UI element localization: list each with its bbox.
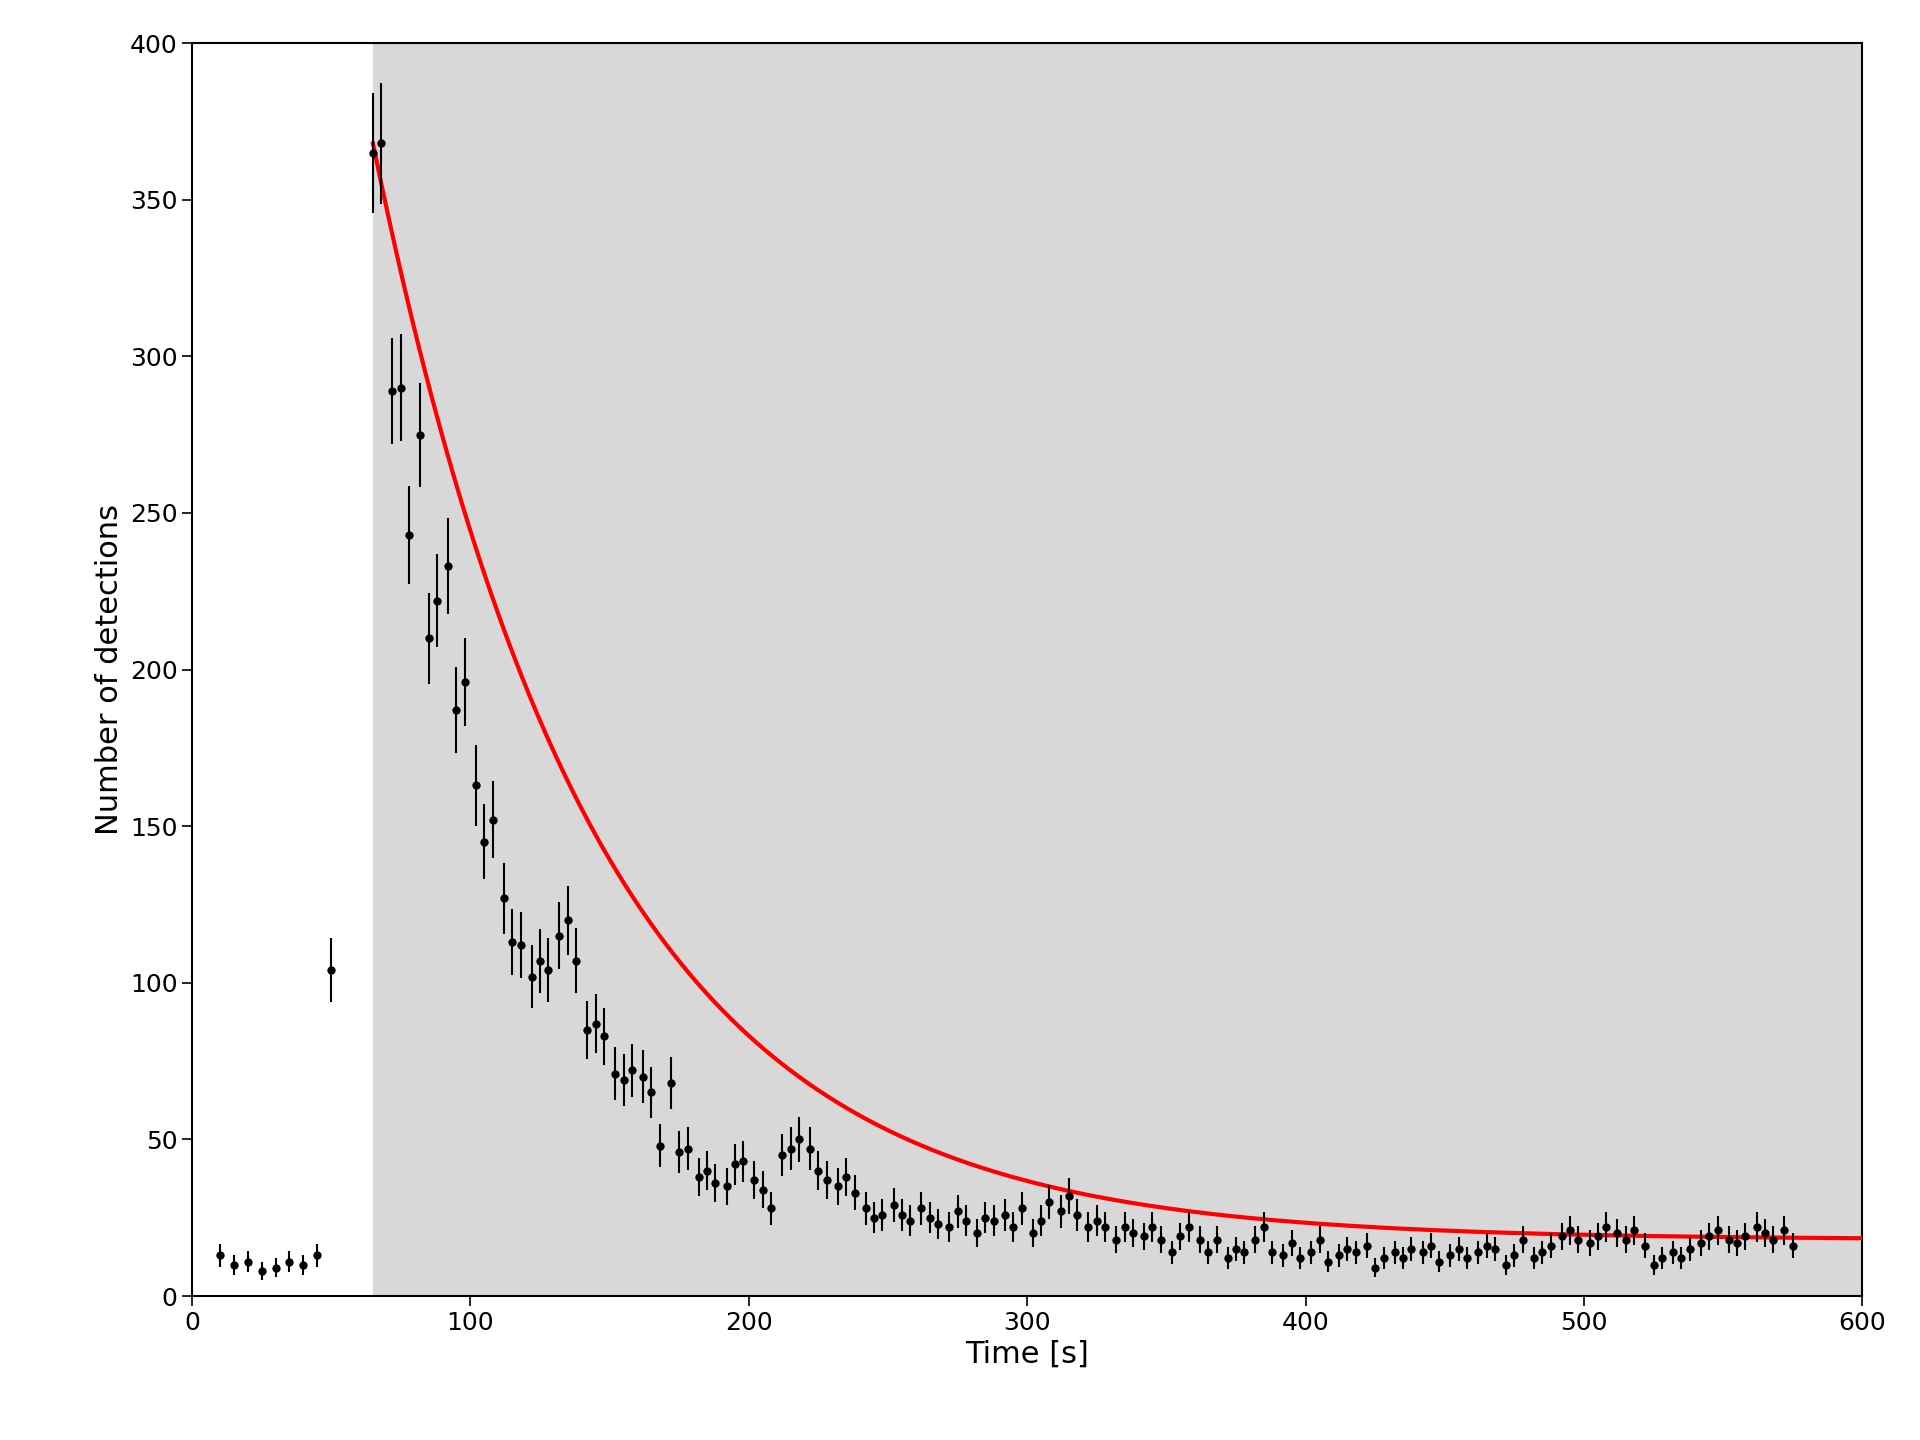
X-axis label: Time [s]: Time [s] bbox=[966, 1341, 1089, 1369]
Bar bbox=[372, 43, 1862, 1296]
Y-axis label: Number of detections: Number of detections bbox=[96, 504, 125, 835]
